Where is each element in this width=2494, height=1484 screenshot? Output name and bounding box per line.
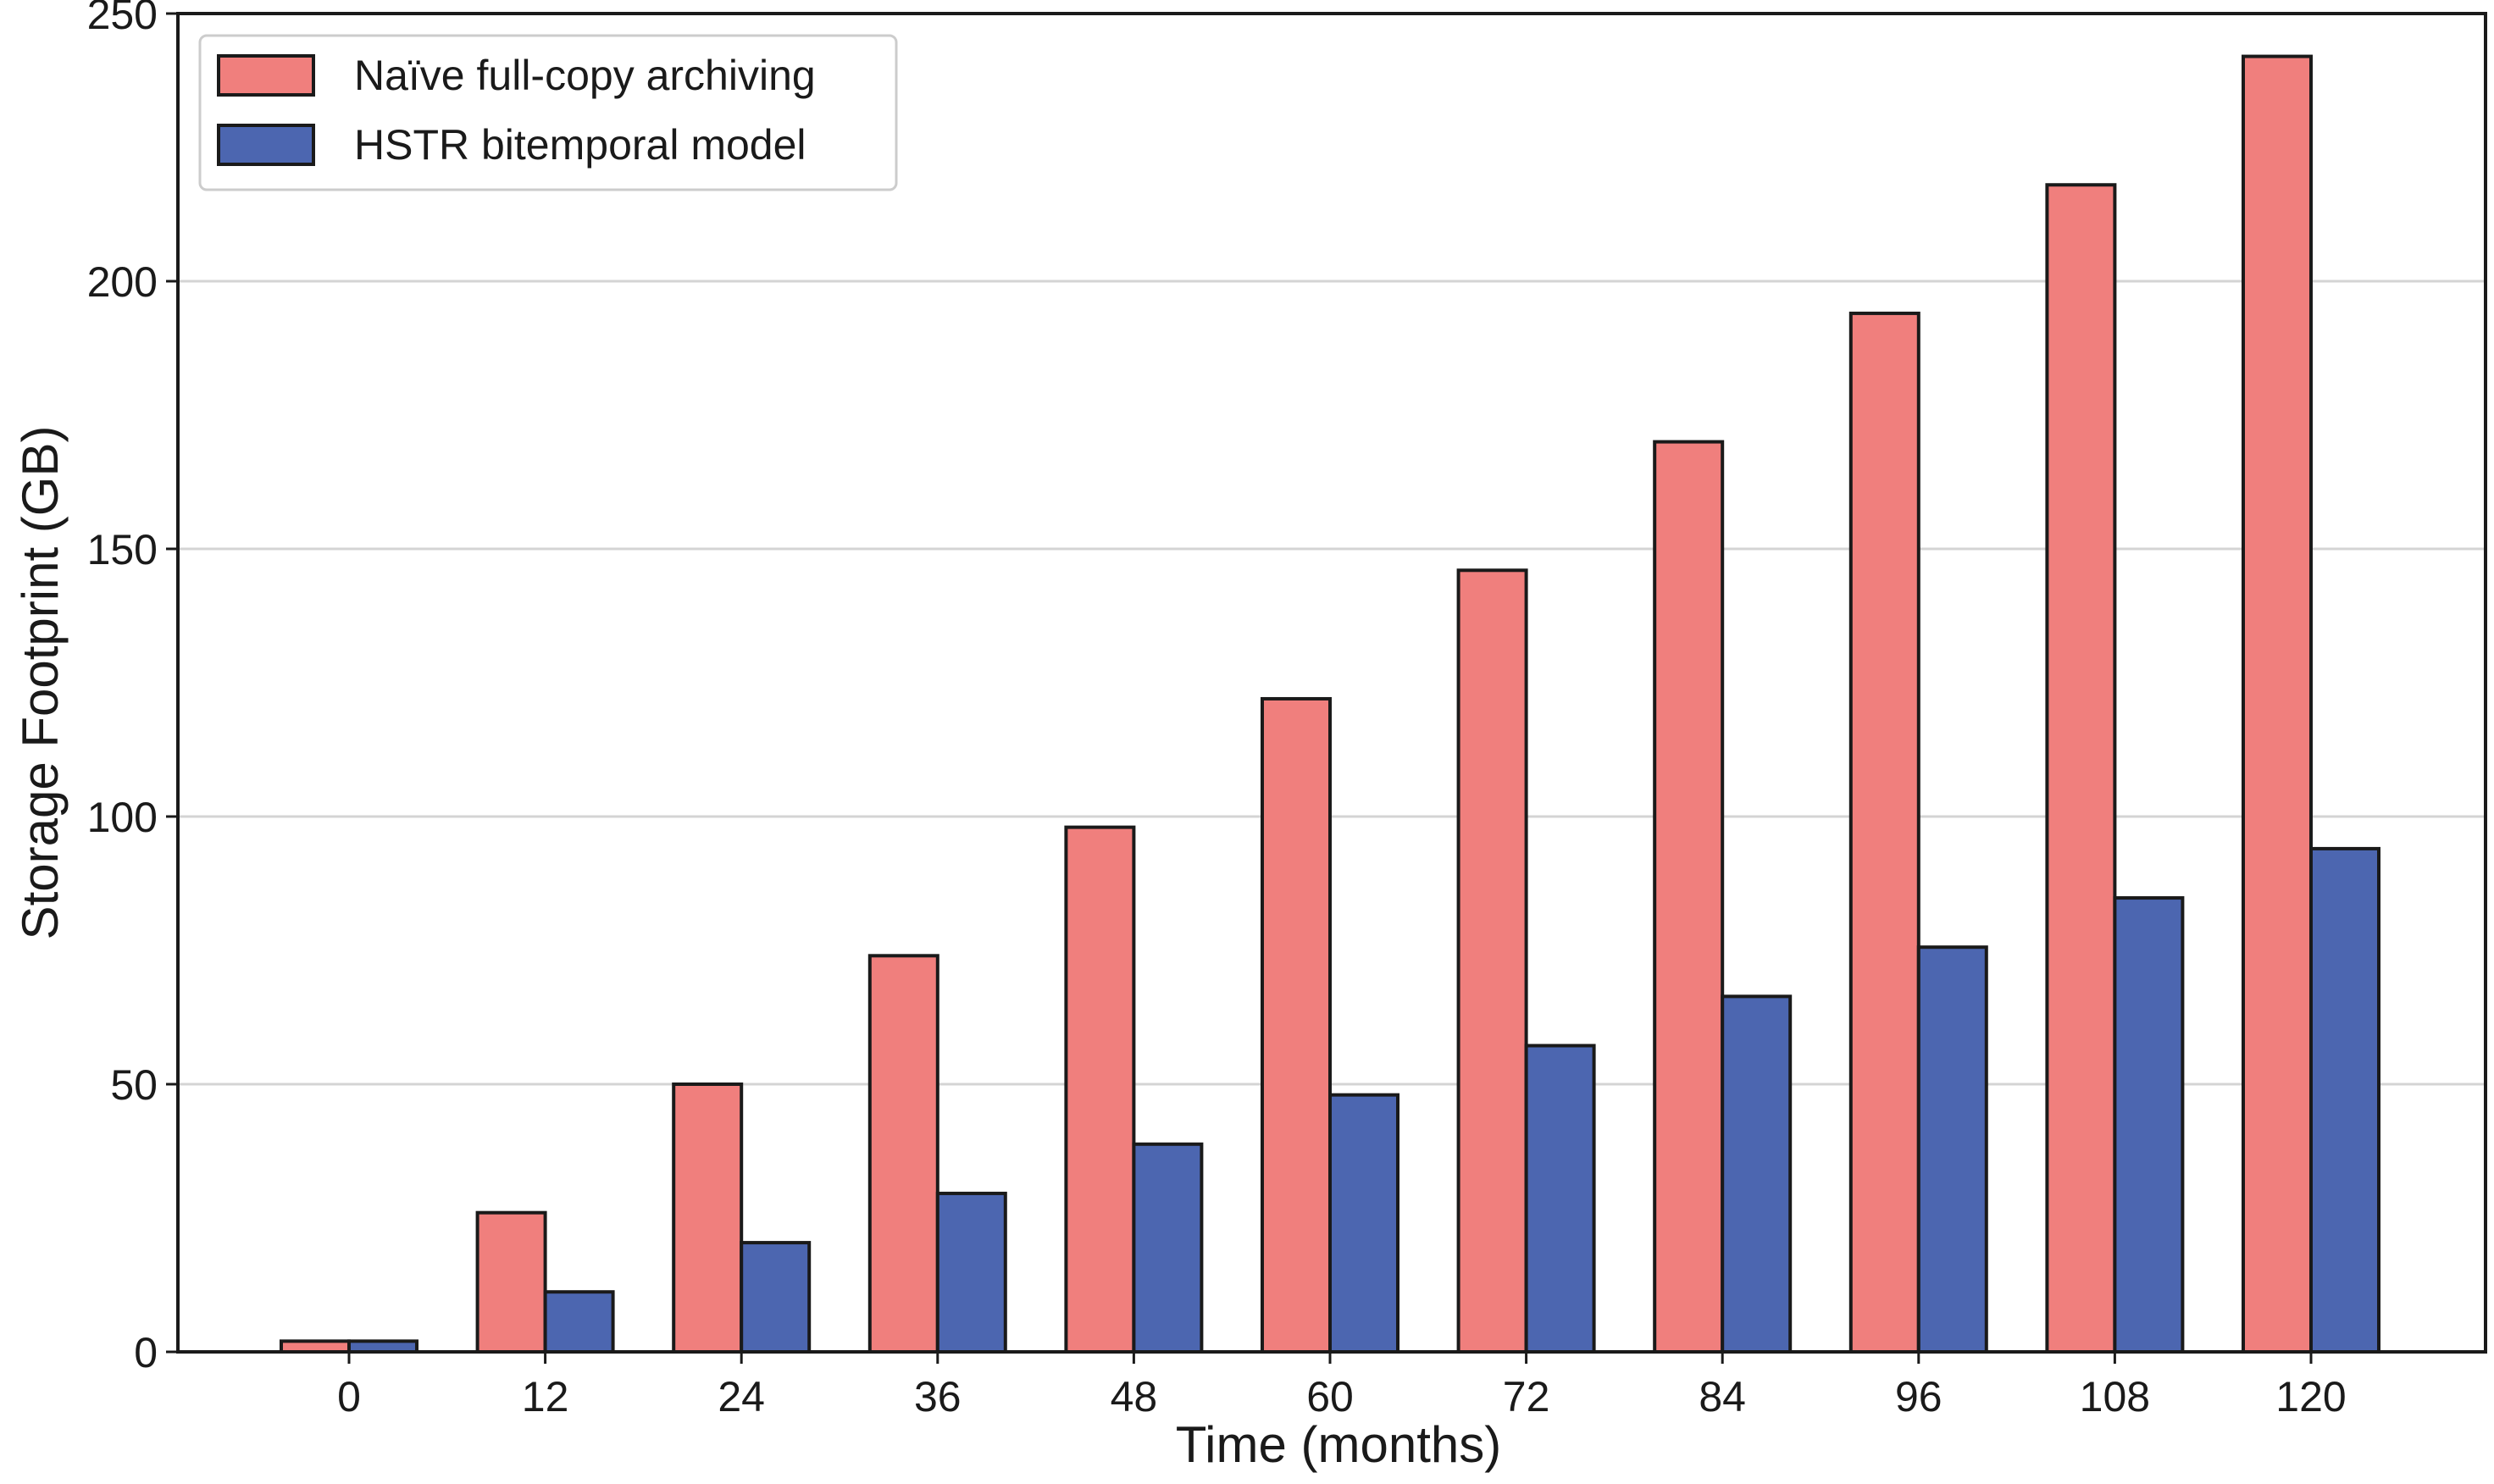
bar-naive-108 bbox=[2045, 183, 2117, 1354]
x-axis-label: Time (months) bbox=[1176, 1416, 1502, 1473]
legend-box bbox=[198, 34, 898, 191]
bar-naive-84 bbox=[1653, 440, 1725, 1354]
y-tick-label-200: 200 bbox=[87, 258, 158, 306]
y-tick-label-150: 150 bbox=[87, 526, 158, 573]
bar-hstr-48 bbox=[1132, 1142, 1204, 1354]
y-axis-label: Storage Footprint (GB) bbox=[12, 426, 69, 940]
legend-swatch-naive bbox=[217, 54, 315, 97]
x-tick-label-24: 24 bbox=[718, 1373, 765, 1420]
x-tick-label-36: 36 bbox=[914, 1373, 962, 1420]
x-tick-label-84: 84 bbox=[1699, 1373, 1746, 1420]
bar-hstr-24 bbox=[740, 1241, 812, 1354]
y-tick-label-100: 100 bbox=[87, 794, 158, 841]
bar-naive-24 bbox=[672, 1083, 744, 1354]
legend-label-hstr: HSTR bitemporal model bbox=[354, 121, 806, 169]
x-tick-label-60: 60 bbox=[1306, 1373, 1354, 1420]
bar-hstr-120 bbox=[2309, 846, 2380, 1354]
y-axis-ticks: 0 50 100 150 200 250 bbox=[87, 0, 178, 1376]
x-tick-label-12: 12 bbox=[522, 1373, 569, 1420]
x-tick-label-96: 96 bbox=[1895, 1373, 1943, 1420]
bar-naive-120 bbox=[2242, 54, 2313, 1354]
legend: Naïve full-copy archiving HSTR bitempora… bbox=[198, 34, 898, 191]
bar-naive-96 bbox=[1848, 311, 1920, 1354]
bar-naive-72 bbox=[1456, 568, 1528, 1354]
bar-hstr-108 bbox=[2113, 896, 2185, 1354]
bar-hstr-84 bbox=[1721, 994, 1793, 1354]
bars bbox=[280, 54, 2380, 1354]
plot-frame bbox=[176, 12, 2487, 1354]
legend-label-naive: Naïve full-copy archiving bbox=[354, 52, 816, 99]
bar-naive-60 bbox=[1261, 696, 1332, 1354]
x-tick-label-72: 72 bbox=[1503, 1373, 1550, 1420]
bar-naive-12 bbox=[475, 1210, 547, 1354]
bar-naive-48 bbox=[1064, 825, 1136, 1354]
bar-naive-36 bbox=[867, 954, 939, 1354]
bar-hstr-72 bbox=[1524, 1044, 1596, 1354]
x-tick-label-108: 108 bbox=[2080, 1373, 2150, 1420]
x-tick-label-0: 0 bbox=[337, 1373, 361, 1420]
legend-swatch-hstr bbox=[217, 124, 315, 166]
y-tick-label-0: 0 bbox=[134, 1329, 158, 1376]
x-axis-ticks: 0 12 24 36 48 60 72 84 96 108 120 bbox=[337, 1352, 2347, 1420]
bar-hstr-96 bbox=[1916, 945, 1988, 1354]
bar-hstr-36 bbox=[935, 1191, 1007, 1354]
y-tick-label-50: 50 bbox=[110, 1061, 158, 1109]
bar-hstr-60 bbox=[1328, 1093, 1399, 1354]
x-tick-label-120: 120 bbox=[2275, 1373, 2346, 1420]
y-tick-label-250: 250 bbox=[87, 0, 158, 38]
bar-hstr-12 bbox=[543, 1290, 615, 1354]
x-tick-label-48: 48 bbox=[1111, 1373, 1158, 1420]
